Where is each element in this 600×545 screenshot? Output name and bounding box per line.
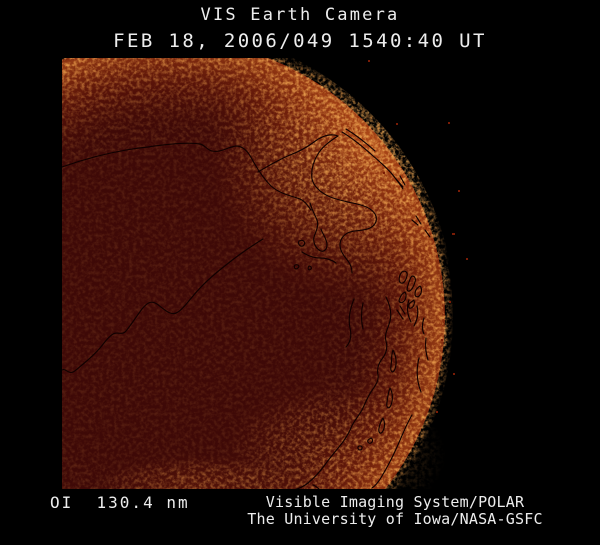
image-datetime: FEB 18, 2006/049 1540:40 UT [113, 30, 487, 52]
credit-institution: The University of Iowa/NASA-GSFC [247, 510, 543, 528]
image-title: VIS Earth Camera [200, 5, 400, 25]
coastline-overlay [62, 128, 431, 489]
noise-dots [368, 60, 468, 413]
wavelength-label: OI 130.4 nm [50, 493, 190, 512]
credit-block: Visible Imaging System/POLAR The Univers… [240, 494, 550, 528]
credit-instrument: Visible Imaging System/POLAR [265, 493, 525, 511]
